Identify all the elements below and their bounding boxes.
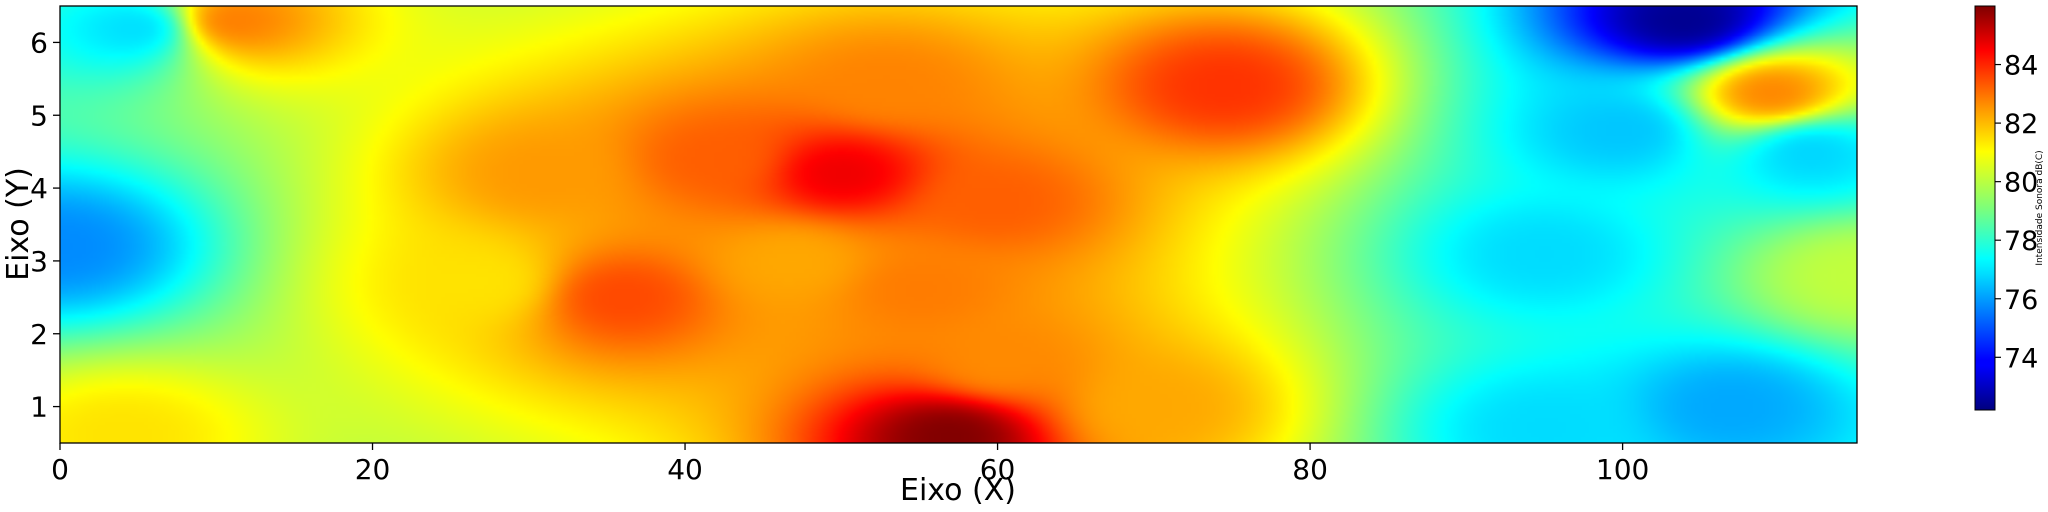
y-tick-label: 4 <box>30 172 48 205</box>
colorbar <box>1974 5 1996 411</box>
x-axis-label: Eixo (X) <box>900 473 1016 508</box>
x-axis-ticks: 0 20 40 60 80 100 <box>51 443 1649 486</box>
x-tick-label: 20 <box>355 453 391 486</box>
y-tick-label: 6 <box>30 26 48 59</box>
y-tick-label: 2 <box>30 318 48 351</box>
colorbar-tick-label: 76 <box>2004 285 2038 316</box>
colorbar-tick-label: 84 <box>2004 51 2038 82</box>
colorbar-label: Intensidade Sonora dB(C) <box>2035 150 2045 265</box>
x-tick-label: 60 <box>980 453 1016 486</box>
plot-frame <box>59 5 1858 444</box>
x-tick-label: 40 <box>667 453 703 486</box>
y-axis-label: Eixo (Y) <box>1 167 36 281</box>
colorbar-tick-label: 74 <box>2004 343 2038 374</box>
x-tick-label: 0 <box>51 453 69 486</box>
y-axis-ticks: 1 2 3 4 5 6 <box>30 26 60 424</box>
x-tick-label: 100 <box>1596 453 1649 486</box>
colorbar-ticks: 74 76 78 80 82 84 <box>1995 51 2038 374</box>
y-tick-label: 3 <box>30 245 48 278</box>
colorbar-tick-label: 80 <box>2004 168 2038 199</box>
x-tick-label: 80 <box>1292 453 1328 486</box>
y-tick-label: 5 <box>30 99 48 132</box>
colorbar-tick-label: 78 <box>2004 226 2038 257</box>
y-tick-label: 1 <box>30 391 48 424</box>
colorbar-tick-label: 82 <box>2004 109 2038 140</box>
heatmap-image <box>60 6 1857 443</box>
